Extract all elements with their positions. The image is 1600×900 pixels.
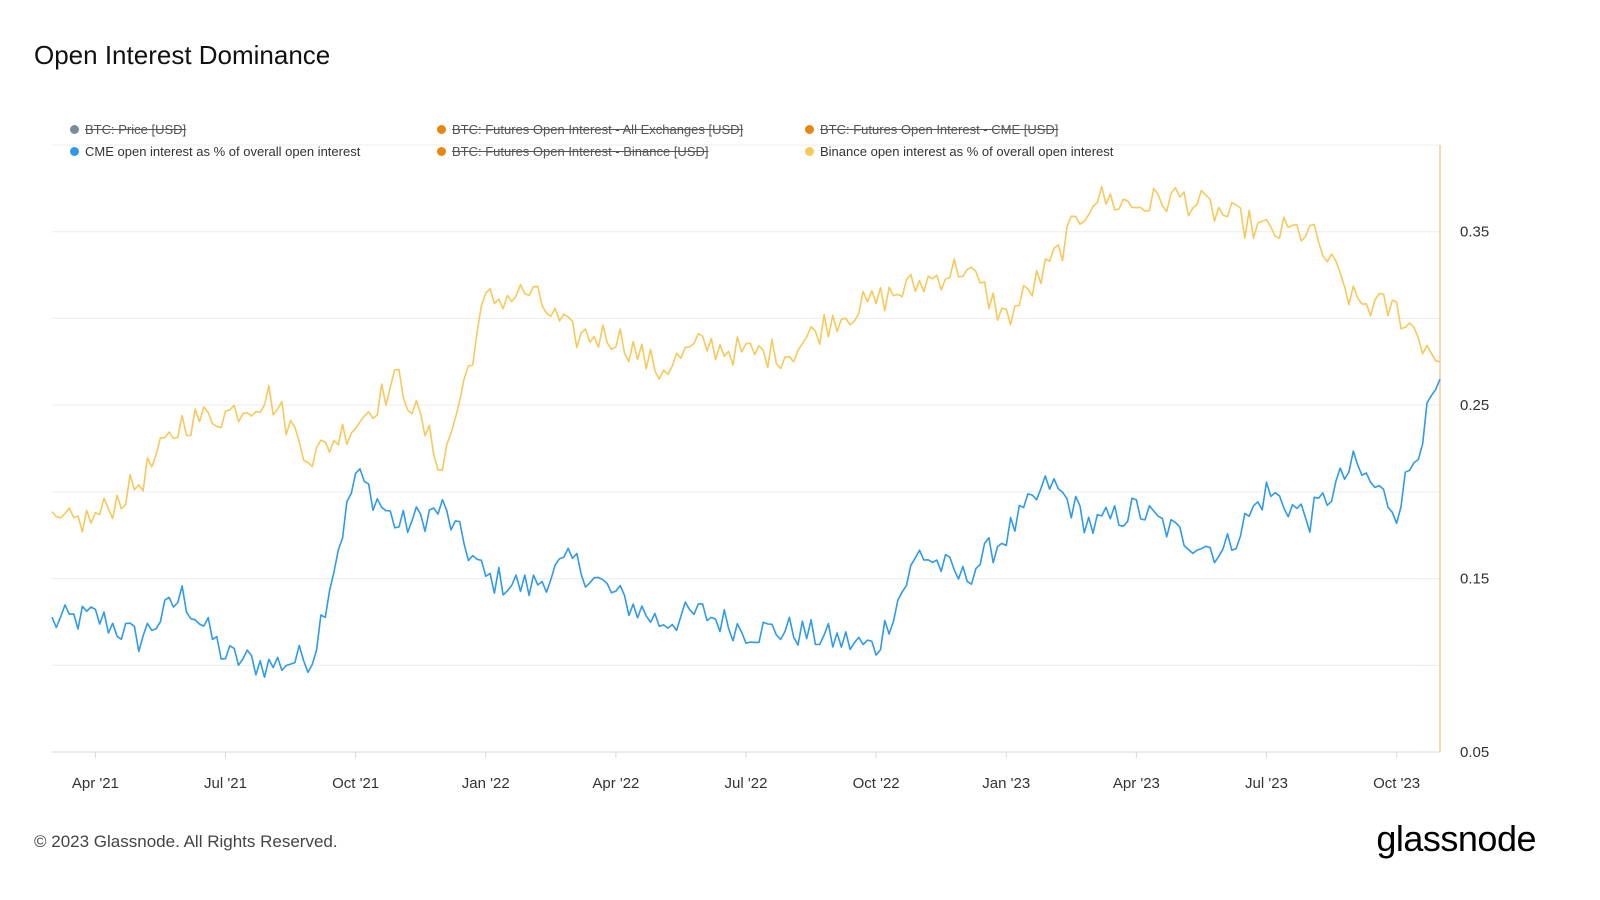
legend-label: Binance open interest as % of overall op…	[820, 144, 1114, 159]
legend-label: BTC: Futures Open Interest - All Exchang…	[452, 122, 744, 137]
legend-dot-icon	[70, 147, 79, 156]
x-tick-label: Jul '21	[204, 775, 247, 792]
binance-share-line[interactable]	[51, 185, 1441, 533]
y-tick-label: 0.05	[1460, 744, 1489, 761]
y-tick-label: 0.25	[1460, 397, 1489, 414]
x-tick-label: Oct '21	[332, 775, 379, 792]
legend-dot-icon	[437, 147, 446, 156]
legend-item-oi-binance[interactable]: BTC: Futures Open Interest - Binance [US…	[437, 144, 709, 159]
legend-item-btc-price[interactable]: BTC: Price [USD]	[70, 122, 186, 137]
legend: BTC: Price [USD] BTC: Futures Open Inter…	[70, 122, 1250, 170]
legend-dot-icon	[805, 147, 814, 156]
legend-item-binance-share[interactable]: Binance open interest as % of overall op…	[805, 144, 1113, 159]
x-tick-label: Oct '23	[1373, 775, 1420, 792]
legend-label: BTC: Futures Open Interest - CME [USD]	[820, 122, 1059, 137]
glassnode-logo: glassnode	[1376, 818, 1536, 859]
y-axis-ticks: 0.05 0.15 0.25 0.35	[1460, 224, 1489, 761]
legend-item-oi-all[interactable]: BTC: Futures Open Interest - All Exchang…	[437, 122, 743, 137]
legend-dot-icon	[70, 125, 79, 134]
legend-item-oi-cme[interactable]: BTC: Futures Open Interest - CME [USD]	[805, 122, 1058, 137]
legend-dot-icon	[805, 125, 814, 134]
legend-item-cme-share[interactable]: CME open interest as % of overall open i…	[70, 144, 360, 159]
chart-title: Open Interest Dominance	[34, 40, 331, 70]
x-tick-label: Apr '23	[1113, 775, 1160, 792]
legend-dot-icon	[437, 125, 446, 134]
x-tick-label: Jan '22	[462, 775, 510, 792]
x-tick-label: Jul '22	[725, 775, 768, 792]
y-tick-label: 0.15	[1460, 571, 1489, 588]
x-tick-label: Jul '23	[1245, 775, 1288, 792]
grid-lines	[52, 144, 1440, 753]
legend-label: BTC: Price [USD]	[85, 122, 187, 137]
cme-share-line[interactable]	[51, 378, 1441, 679]
x-tick-label: Apr '21	[72, 775, 119, 792]
x-tick-label: Apr '22	[592, 775, 639, 792]
legend-label: CME open interest as % of overall open i…	[85, 144, 361, 159]
x-tick-label: Oct '22	[853, 775, 900, 792]
series-group	[51, 185, 1441, 679]
y-tick-label: 0.35	[1460, 224, 1489, 241]
copyright-text: © 2023 Glassnode. All Rights Reserved.	[34, 832, 338, 851]
legend-label: BTC: Futures Open Interest - Binance [US…	[452, 144, 709, 159]
x-axis-ticks: Apr '21 Jul '21 Oct '21 Jan '22 Apr '22 Jul '…	[72, 752, 1420, 792]
x-tick-label: Jan '23	[982, 775, 1030, 792]
